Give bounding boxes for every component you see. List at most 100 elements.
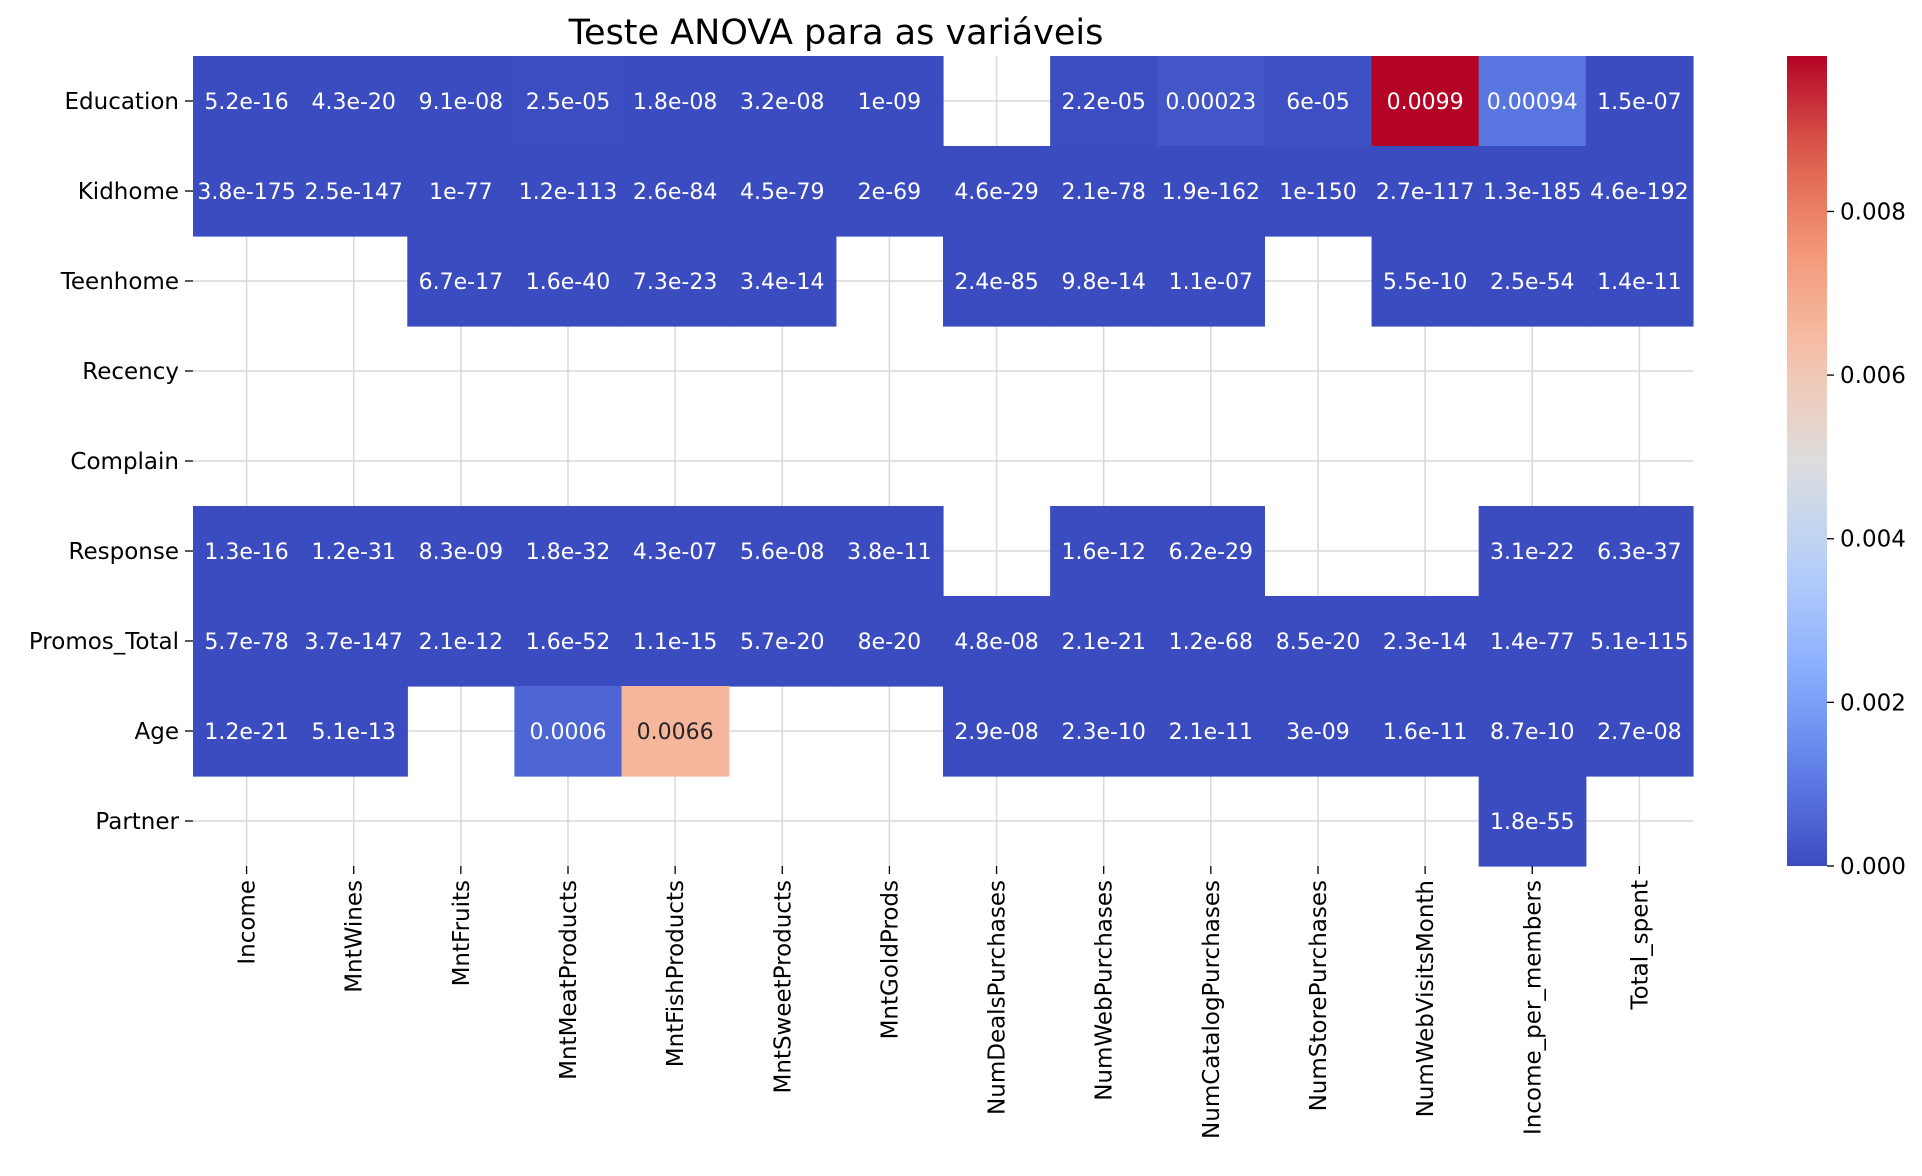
y-tick-label: Promos_Total xyxy=(29,629,179,655)
heatmap-cell xyxy=(621,56,730,147)
cell-value-label: 4.3e-20 xyxy=(311,90,395,115)
y-tick-label: Teenhome xyxy=(60,269,179,295)
y-tick-labels: Education Kidhome Teenhome Recency Complain R… xyxy=(29,89,193,835)
heatmap-cell xyxy=(942,686,1051,777)
heatmap-cell xyxy=(1478,236,1587,327)
cell-value-label: 9.1e-08 xyxy=(419,90,503,115)
cell-value-label: 1.2e-21 xyxy=(204,720,288,745)
heatmap-cell xyxy=(1264,146,1373,237)
colorbar-tick-label: 0.008 xyxy=(1840,199,1906,225)
y-tick-label: Education xyxy=(64,89,179,115)
x-tick-label: Total_spent xyxy=(1627,880,1653,1011)
heatmap-cell xyxy=(407,506,516,597)
heatmap-cell xyxy=(1478,596,1587,687)
cell-value-label: 1.8e-08 xyxy=(633,90,717,115)
cell-value-label: 1.2e-68 xyxy=(1169,630,1253,655)
x-tick-label: Income xyxy=(235,880,261,965)
heatmap-cell xyxy=(1478,776,1587,867)
heatmap-cell xyxy=(1478,146,1587,237)
cell-value-label: 2.1e-21 xyxy=(1061,630,1145,655)
heatmap-cell xyxy=(621,146,730,237)
cell-value-label: 3.1e-22 xyxy=(1490,540,1574,565)
heatmap-cell xyxy=(1157,146,1265,237)
cell-value-label: 5.1e-115 xyxy=(1590,630,1688,655)
cell-value-label: 2.4e-85 xyxy=(954,270,1038,295)
heatmap-cell xyxy=(728,236,837,327)
cell-value-label: 8.3e-09 xyxy=(419,540,503,565)
cell-value-label: 1.8e-32 xyxy=(526,540,610,565)
heatmap-cell xyxy=(1050,56,1158,147)
heatmap-cell xyxy=(1050,596,1158,687)
heatmap-cell xyxy=(1157,236,1265,327)
cell-value-label: 4.5e-79 xyxy=(740,180,824,205)
heatmap-cell xyxy=(1371,596,1480,687)
cell-value-label: 1.1e-07 xyxy=(1169,270,1253,295)
cell-value-label: 2.2e-05 xyxy=(1061,90,1145,115)
cell-value-label: 2.7e-08 xyxy=(1597,720,1681,745)
cell-value-label: 3.4e-14 xyxy=(740,270,824,295)
heatmap-cell xyxy=(300,686,408,777)
heatmap-cell xyxy=(728,146,837,237)
cell-value-label: 1.1e-15 xyxy=(633,630,717,655)
cell-value-label: 0.0066 xyxy=(637,720,714,745)
heatmap-cell xyxy=(1585,236,1694,327)
cell-value-label: 1e-150 xyxy=(1279,180,1356,205)
cell-value-label: 3.8e-175 xyxy=(197,180,295,205)
colorbar-gradient xyxy=(1787,56,1827,866)
cell-value-label: 1.2e-113 xyxy=(519,180,617,205)
cell-value-label: 1.6e-11 xyxy=(1383,720,1467,745)
heatmap-cell xyxy=(835,56,944,147)
chart-title: Teste ANOVA para as variáveis xyxy=(568,13,1104,53)
cell-value-label: 5.2e-16 xyxy=(204,90,288,115)
heatmap-cell xyxy=(1050,506,1158,597)
cell-value-label: 5.7e-78 xyxy=(204,630,288,655)
cell-value-label: 2.9e-08 xyxy=(954,720,1038,745)
x-tick-label: NumDealsPurchases xyxy=(985,880,1011,1115)
cell-value-label: 5.1e-13 xyxy=(311,720,395,745)
heatmap-cell xyxy=(514,596,623,687)
heatmap-cell xyxy=(1371,236,1480,327)
cell-value-label: 1.3e-16 xyxy=(204,540,288,565)
cell-value-label: 1.3e-185 xyxy=(1483,180,1581,205)
heatmap-cell xyxy=(942,146,1051,237)
y-tick-label: Kidhome xyxy=(78,179,179,205)
cell-value-label: 8.7e-10 xyxy=(1490,720,1574,745)
cell-value-label: 3.8e-11 xyxy=(847,540,931,565)
heatmap-cell xyxy=(193,506,301,597)
cell-value-label: 5.6e-08 xyxy=(740,540,824,565)
colorbar: 0.000 0.002 0.004 0.006 0.008 xyxy=(1787,56,1906,880)
heatmap-cell xyxy=(728,56,837,147)
heatmap-cell xyxy=(728,506,837,597)
heatmap-cell xyxy=(1478,686,1587,777)
heatmap-cell xyxy=(942,596,1051,687)
heatmap-cell xyxy=(193,56,301,147)
heatmap-cell xyxy=(835,146,944,237)
cell-value-label: 0.0006 xyxy=(529,720,606,745)
heatmap-cell xyxy=(300,596,408,687)
heatmap-cell xyxy=(407,236,516,327)
colorbar-tick-label: 0.002 xyxy=(1840,690,1906,716)
heatmap-cell xyxy=(1264,686,1373,777)
cell-value-label: 1.6e-52 xyxy=(526,630,610,655)
heatmap-cell xyxy=(835,506,944,597)
x-tick-labels: Income MntWines MntFruits MntMeatProducts Mn… xyxy=(235,866,1653,1139)
cell-value-label: 2.6e-84 xyxy=(633,180,717,205)
heatmap-cell xyxy=(728,596,837,687)
heatmap-cell xyxy=(1371,56,1480,147)
heatmap-cell xyxy=(835,596,944,687)
x-tick-label: NumStorePurchases xyxy=(1306,880,1332,1111)
x-tick-label: MntWines xyxy=(342,880,368,993)
colorbar-tick-label: 0.006 xyxy=(1840,363,1906,389)
heatmap-cell xyxy=(1371,686,1480,777)
cell-value-label: 1.4e-77 xyxy=(1490,630,1574,655)
heatmap-cell xyxy=(514,236,623,327)
heatmap-cell xyxy=(621,686,730,777)
heatmap-cell xyxy=(1050,686,1158,777)
cell-value-label: 5.5e-10 xyxy=(1383,270,1467,295)
x-tick-label: MntGoldProds xyxy=(877,880,903,1039)
cell-value-label: 1.6e-40 xyxy=(526,270,610,295)
cell-value-label: 9.8e-14 xyxy=(1061,270,1145,295)
heatmap-cell xyxy=(1157,56,1265,147)
heatmap-cell xyxy=(407,56,516,147)
